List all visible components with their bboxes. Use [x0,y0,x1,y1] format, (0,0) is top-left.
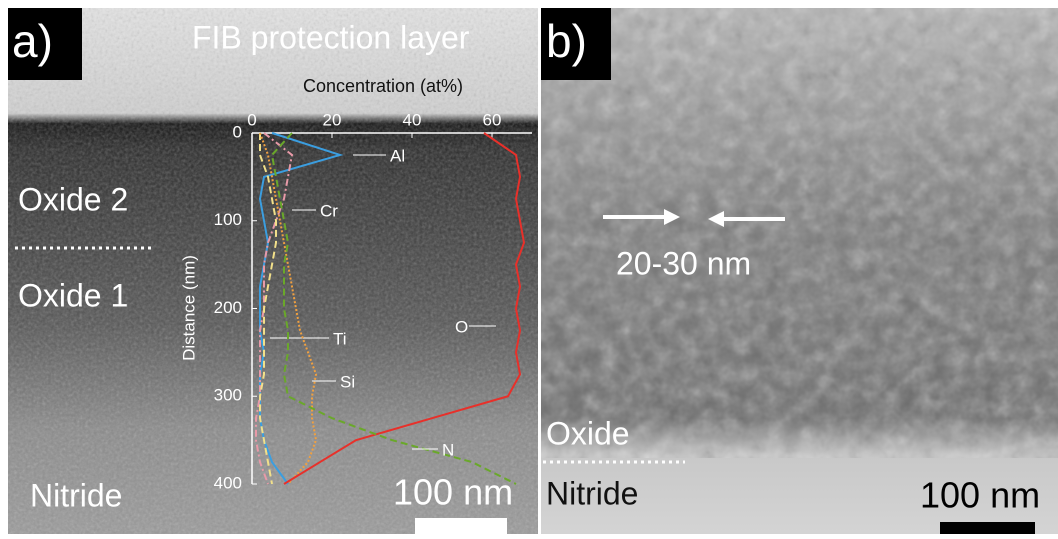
series-label: Si [340,372,355,391]
series-label: Ti [333,329,347,348]
figure: a) FIB protection layer Oxide 2 Oxide 1 … [0,0,1058,534]
scale-bar [415,518,507,534]
panel-label: a) [12,15,53,67]
y-tick-label: 40 [403,110,422,129]
scale-label: 100 nm [920,475,1040,516]
series-label: N [442,440,454,459]
layer-label: Oxide [546,415,630,451]
scale-bar [940,522,1035,534]
y-tick-label: 60 [483,110,502,129]
page: a) FIB protection layer Oxide 2 Oxide 1 … [0,0,1058,534]
series-label: O [455,317,468,336]
layer-label: Nitride [546,475,638,511]
scale-label: 100 nm [393,472,513,513]
y-tick-label: 20 [323,110,342,129]
feature-label: 20-30 nm [616,245,751,281]
x-tick-label: 0 [233,122,242,141]
y-tick-label: 0 [247,110,256,129]
x-tick-label: 200 [214,298,242,317]
x-tick-label: 300 [214,386,242,405]
layer-label: FIB protection layer [192,19,470,55]
axis-title: Concentration (at%) [303,76,463,96]
x-tick-label: 400 [214,473,242,492]
layer-label: Oxide 2 [18,181,128,217]
series-label: Al [390,146,405,165]
x-tick-label: 100 [214,210,242,229]
texture [541,8,1058,458]
layer-label: Oxide 1 [18,277,128,313]
panel-label: b) [546,15,587,67]
series-label: Cr [320,201,338,220]
layer-label: Nitride [30,477,122,513]
axis-title: Distance (nm) [179,255,198,361]
